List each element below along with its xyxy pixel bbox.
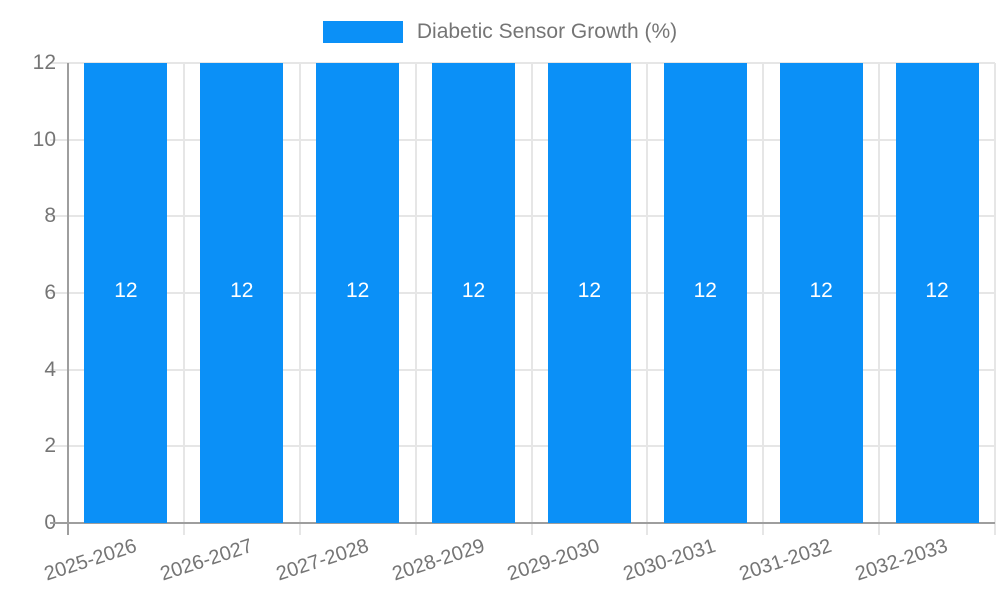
gridline-vertical [530, 63, 533, 535]
bar[interactable]: 12 [779, 63, 863, 523]
y-axis-tick-label: 2 [44, 434, 56, 458]
gridline-vertical [298, 63, 301, 535]
x-axis-line [50, 522, 995, 524]
bar-value-label: 12 [230, 279, 254, 302]
bar[interactable]: 12 [895, 63, 979, 523]
y-axis-tick-label: 10 [32, 127, 56, 151]
gridline-vertical [182, 63, 185, 535]
gridline-vertical [414, 63, 417, 535]
gridline-horizontal [50, 138, 995, 141]
gridline-vertical [762, 63, 765, 535]
bar-value-label: 12 [693, 279, 717, 302]
legend-label[interactable]: Diabetic Sensor Growth (%) [416, 20, 678, 43]
legend: Diabetic Sensor Growth (%) [0, 18, 1000, 46]
bar[interactable]: 12 [663, 63, 747, 523]
bar-value-label: 12 [346, 279, 370, 302]
bar-value-label: 12 [809, 279, 833, 302]
bar-value-label: 12 [114, 279, 138, 302]
bar-value-label: 12 [577, 279, 602, 302]
bar[interactable]: 12 [200, 63, 284, 523]
gridline-vertical [646, 63, 649, 535]
gridline-horizontal [50, 215, 995, 218]
bar[interactable]: 12 [547, 63, 631, 523]
gridline-horizontal [50, 445, 995, 448]
gridline-vertical [878, 63, 881, 535]
y-axis-tick-label: 4 [44, 357, 56, 381]
legend-swatch[interactable] [322, 21, 403, 43]
bar[interactable]: 12 [316, 63, 400, 523]
bar[interactable]: 12 [84, 63, 168, 523]
gridline-vertical [994, 63, 996, 535]
bar-value-label: 12 [925, 279, 949, 302]
gridline-horizontal [50, 368, 995, 371]
y-axis-tick-label: 6 [44, 281, 56, 304]
bar-value-label: 12 [461, 279, 486, 302]
x-axis-tick-label: 2032-2033 [852, 534, 951, 586]
y-axis-tick-label: 0 [4, 510, 56, 536]
y-axis-tick-label: 12 [32, 51, 56, 74]
gridline-horizontal [50, 292, 995, 294]
gridline-horizontal [50, 62, 995, 64]
y-axis-line [67, 63, 69, 535]
bar[interactable]: 12 [432, 63, 516, 523]
y-axis-tick-label: 8 [44, 204, 56, 228]
